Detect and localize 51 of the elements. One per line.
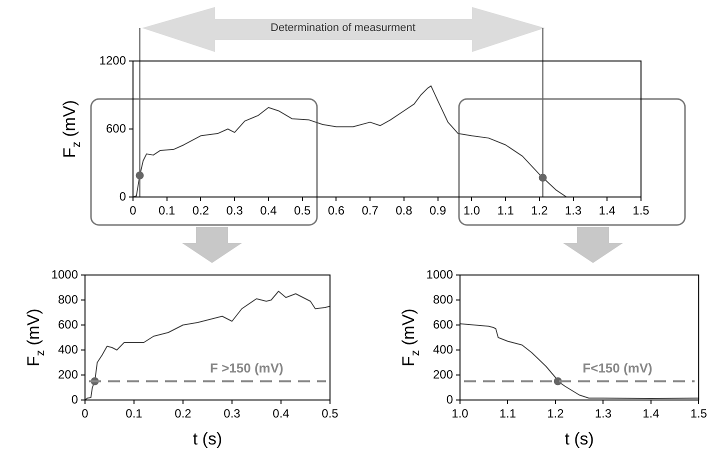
x-tick-label: 1.3 [594,406,612,421]
x-tick-label: 1.1 [499,406,516,421]
y-tick-label: 800 [432,292,454,306]
x-tick-label: 0.9 [429,204,446,218]
x-tick-label: 0.4 [260,204,278,218]
x-tick-label: 1.0 [452,406,469,421]
x-tick-label: 0.1 [158,204,176,218]
x-tick-label: 1.3 [564,204,582,218]
text: Determination of measurment [270,22,416,34]
x-tick-label: 0.6 [328,204,345,218]
x-tick-label: 0.2 [192,204,210,218]
x-tick-label: 1.2 [547,406,564,421]
y-tick-label: 600 [432,317,454,332]
x-tick-label: 0 [130,204,137,218]
ref-line-label: F<150 (mV) [582,360,652,376]
x-tick-label: 0 [82,406,89,421]
ref-line-label: F >150 (mV) [210,360,284,376]
x-tick-label: 1.0 [463,204,480,218]
x-tick-label: 0.3 [226,204,244,218]
y-tick-label: 0 [446,392,454,406]
x-tick-label: 0.5 [294,204,311,218]
x-tick-label: 1.4 [642,406,660,421]
y-tick-label: 600 [58,317,78,332]
x-tick-label: 1.1 [497,204,514,218]
y-tick-label: 0 [71,392,78,406]
x-tick-label: 0.7 [362,204,379,218]
y-tick-label: 1200 [99,53,126,68]
y-axis-title: Fz (mV) [24,308,48,366]
x-tick-label: 1.5 [632,204,650,218]
y-tick-label: 400 [432,342,454,356]
y-tick-label: 1000 [51,267,78,282]
x-tick-label: 0.3 [224,406,241,421]
y-tick-label: 0 [119,189,126,204]
x-tick-label: 0.2 [174,406,192,421]
y-tick-label: 1000 [426,267,454,282]
x-tick-label: 1.5 [690,406,708,421]
x-tick-label: 0.1 [126,406,143,421]
x-tick-label: 0.4 [272,406,290,421]
y-tick-label: 600 [106,121,126,136]
y-axis-title: Fz (mV) [60,100,84,158]
x-tick-label: 0.8 [396,204,413,218]
y-tick-label: 200 [58,367,78,382]
y-tick-label: 400 [58,342,78,356]
y-tick-label: 800 [58,292,78,306]
x-tick-label: 1.2 [531,204,548,218]
x-axis-title: t (s) [192,429,222,448]
x-axis-title: t (s) [564,429,594,448]
x-tick-label: 1.4 [598,204,616,218]
x-tick-label: 0.5 [322,406,339,421]
y-tick-label: 200 [432,367,454,382]
y-axis-title: Fz (mV) [399,308,422,366]
